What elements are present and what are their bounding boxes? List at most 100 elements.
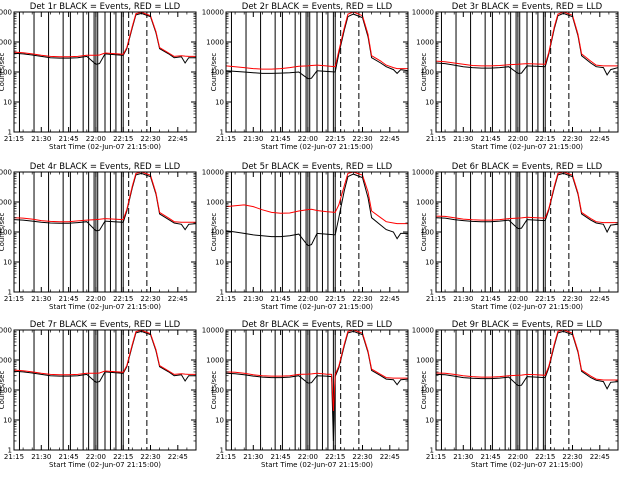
series-line-events <box>14 12 196 65</box>
y-tick-label: 1000 <box>416 39 434 47</box>
x-axis-label: Start Time (02-Jun-07 21:15:00) <box>261 143 373 151</box>
y-tick-label: 1000 <box>0 39 12 47</box>
x-tick-label: 22:45 <box>590 135 610 143</box>
y-tick-label: 10 <box>215 259 224 267</box>
y-tick-label: 1000 <box>0 357 12 365</box>
y-tick-label: 10000 <box>202 327 224 335</box>
y-tick-label: 10 <box>3 99 12 107</box>
y-tick-label: 1 <box>430 129 434 137</box>
x-tick-label: 22:45 <box>380 295 400 303</box>
x-tick-label: 22:00 <box>508 135 528 143</box>
y-tick-label: 1 <box>8 289 12 297</box>
series-group <box>226 330 408 442</box>
chart-title: Det 4r BLACK = Events, RED = LLD <box>30 162 181 172</box>
x-tick-label: 22:00 <box>86 295 106 303</box>
y-tick-label: 1000 <box>416 199 434 207</box>
x-tick-label: 22:15 <box>535 135 555 143</box>
series-line-events <box>436 330 618 390</box>
y-axis-label: Counts/sec <box>210 53 218 92</box>
x-axis-label: Start Time (02-Jun-07 21:15:00) <box>261 461 373 469</box>
x-tick-label: 22:45 <box>590 295 610 303</box>
y-tick-label: 1 <box>430 289 434 297</box>
x-tick-label: 22:30 <box>562 295 582 303</box>
y-tick-label: 1000 <box>206 199 224 207</box>
x-tick-label: 21:30 <box>243 453 263 461</box>
series-line-lld <box>226 12 408 70</box>
y-tick-label: 10000 <box>202 169 224 177</box>
x-tick-label: 22:30 <box>562 453 582 461</box>
series-line-lld <box>436 12 618 67</box>
y-tick-label: 100 <box>0 229 12 237</box>
chart-panel-5: Det 5r BLACK = Events, RED = LLD 1 10 100 10… <box>202 162 409 311</box>
x-tick-label: 22:30 <box>352 453 372 461</box>
series-line-lld <box>436 172 618 224</box>
series-line-events <box>226 173 408 247</box>
series-line-events <box>226 13 408 80</box>
x-tick-label: 22:45 <box>590 453 610 461</box>
series-line-lld <box>14 172 196 223</box>
y-tick-label: 100 <box>211 387 224 395</box>
chart-title: Det 3r BLACK = Events, RED = LLD <box>452 2 603 12</box>
x-tick-label: 22:15 <box>325 453 345 461</box>
x-tick-label: 22:00 <box>86 453 106 461</box>
marker-lines <box>440 12 570 132</box>
marker-lines <box>18 172 148 292</box>
marker-lines <box>440 172 570 292</box>
series-line-events <box>14 172 196 232</box>
y-tick-label: 100 <box>0 387 12 395</box>
x-tick-label: 22:30 <box>140 295 160 303</box>
y-tick-label: 1000 <box>416 357 434 365</box>
y-tick-label: 100 <box>0 69 12 77</box>
y-tick-label: 10 <box>425 99 434 107</box>
series-group <box>14 172 196 232</box>
x-tick-label: 22:45 <box>380 453 400 461</box>
y-tick-label: 1 <box>430 447 434 455</box>
y-tick-label: 100 <box>421 69 434 77</box>
chart-title: Det 2r BLACK = Events, RED = LLD <box>242 2 393 12</box>
x-axis-label: Start Time (02-Jun-07 21:15:00) <box>49 303 161 311</box>
x-tick-label: 21:15 <box>426 295 446 303</box>
x-tick-label: 22:00 <box>298 295 318 303</box>
series-group <box>226 172 408 247</box>
chart-panel-2: Det 2r BLACK = Events, RED = LLD 1 10 100 10… <box>202 2 409 151</box>
x-tick-label: 22:30 <box>352 295 372 303</box>
x-axis-label: Start Time (02-Jun-07 21:15:00) <box>471 303 583 311</box>
series-line-events <box>14 330 196 383</box>
x-axis-label: Start Time (02-Jun-07 21:15:00) <box>49 461 161 469</box>
x-tick-label: 22:00 <box>86 135 106 143</box>
x-tick-label: 22:30 <box>562 135 582 143</box>
x-tick-label: 22:15 <box>535 295 555 303</box>
series-line-lld <box>436 330 618 381</box>
x-tick-label: 21:30 <box>31 135 51 143</box>
x-tick-label: 21:30 <box>453 135 473 143</box>
chart-panel-6: Det 6r BLACK = Events, RED = LLD 1 10 100 10… <box>412 162 619 311</box>
x-tick-label: 22:00 <box>298 135 318 143</box>
x-tick-label: 21:30 <box>453 295 473 303</box>
y-tick-label: 10000 <box>0 327 12 335</box>
y-axis-label: Counts/sec <box>0 213 6 252</box>
x-tick-label: 21:30 <box>31 453 51 461</box>
x-tick-label: 21:30 <box>453 453 473 461</box>
y-tick-label: 10 <box>425 417 434 425</box>
series-group <box>436 330 618 390</box>
marker-lines <box>230 172 360 292</box>
x-axis-label: Start Time (02-Jun-07 21:15:00) <box>471 461 583 469</box>
x-tick-label: 22:30 <box>140 135 160 143</box>
marker-lines <box>230 330 360 450</box>
x-tick-label: 22:15 <box>535 453 555 461</box>
y-tick-label: 100 <box>211 229 224 237</box>
x-tick-label: 22:15 <box>113 453 133 461</box>
y-tick-label: 10000 <box>412 327 434 335</box>
x-tick-label: 21:45 <box>271 453 291 461</box>
x-axis-label: Start Time (02-Jun-07 21:15:00) <box>471 143 583 151</box>
marker-lines <box>440 330 570 450</box>
y-tick-label: 10000 <box>412 169 434 177</box>
x-tick-label: 22:45 <box>380 135 400 143</box>
series-line-lld <box>14 12 196 58</box>
x-tick-label: 21:15 <box>426 135 446 143</box>
y-tick-label: 1 <box>220 289 224 297</box>
y-tick-label: 10000 <box>202 9 224 17</box>
series-group <box>226 12 408 80</box>
y-tick-label: 10000 <box>0 169 12 177</box>
